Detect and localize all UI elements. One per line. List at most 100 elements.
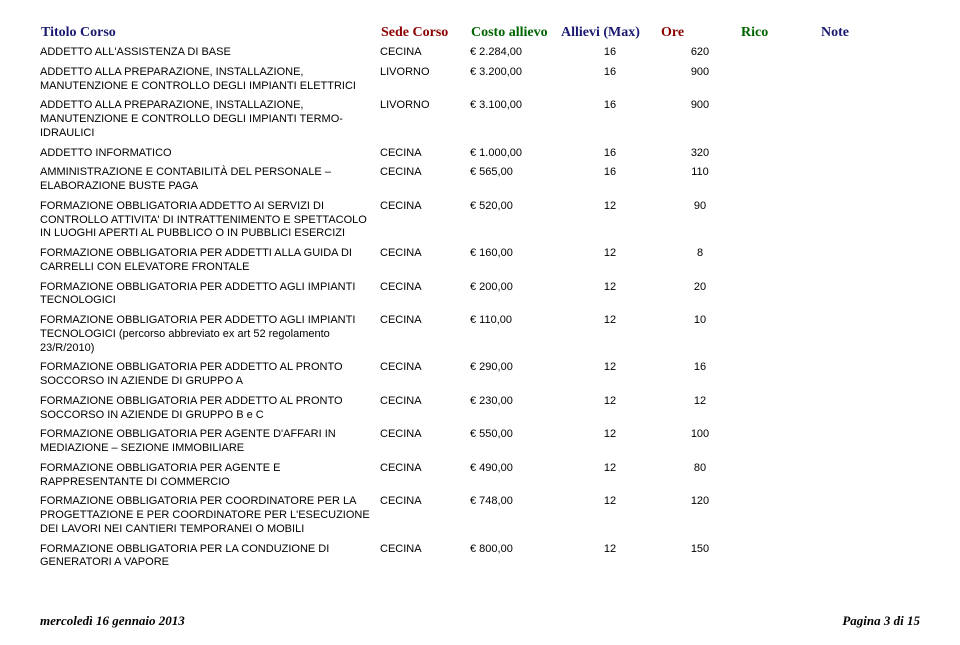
cell-rico <box>740 492 820 539</box>
cell-sede: CECINA <box>380 425 470 459</box>
cell-title: FORMAZIONE OBBLIGATORIA PER COORDINATORE… <box>40 492 380 539</box>
cell-ore: 900 <box>660 96 740 143</box>
cell-costo: € 2.284,00 <box>470 43 560 63</box>
cell-title: ADDETTO ALLA PREPARAZIONE, INSTALLAZIONE… <box>40 96 380 143</box>
cell-note <box>820 63 920 97</box>
table-row: FORMAZIONE OBBLIGATORIA ADDETTO AI SERVI… <box>40 197 920 244</box>
cell-sede: CECINA <box>380 43 470 63</box>
cell-rico <box>740 96 820 143</box>
cell-title: FORMAZIONE OBBLIGATORIA PER ADDETTO AGLI… <box>40 278 380 312</box>
cell-max: 12 <box>560 244 660 278</box>
cell-title: FORMAZIONE OBBLIGATORIA PER LA CONDUZION… <box>40 540 380 574</box>
cell-sede: CECINA <box>380 459 470 493</box>
cell-note <box>820 163 920 197</box>
page-footer: mercoledì 16 gennaio 2013 Pagina 3 di 15 <box>40 613 920 629</box>
cell-note <box>820 244 920 278</box>
table-row: FORMAZIONE OBBLIGATORIA PER AGENTE E RAP… <box>40 459 920 493</box>
cell-rico <box>740 358 820 392</box>
table-row: FORMAZIONE OBBLIGATORIA PER LA CONDUZION… <box>40 540 920 574</box>
header-row: Titolo Corso Sede Corso Costo allievo Al… <box>40 24 920 43</box>
cell-max: 12 <box>560 197 660 244</box>
cell-ore: 16 <box>660 358 740 392</box>
cell-ore: 90 <box>660 197 740 244</box>
cell-title: FORMAZIONE OBBLIGATORIA PER ADDETTO AL P… <box>40 392 380 426</box>
cell-sede: CECINA <box>380 244 470 278</box>
cell-sede: CECINA <box>380 197 470 244</box>
cell-costo: € 490,00 <box>470 459 560 493</box>
cell-note <box>820 197 920 244</box>
cell-costo: € 200,00 <box>470 278 560 312</box>
header-note: Note <box>820 24 920 43</box>
cell-title: ADDETTO INFORMATICO <box>40 144 380 164</box>
cell-sede: CECINA <box>380 358 470 392</box>
footer-page: Pagina 3 di 15 <box>842 613 920 629</box>
cell-sede: LIVORNO <box>380 96 470 143</box>
cell-rico <box>740 425 820 459</box>
cell-ore: 100 <box>660 425 740 459</box>
cell-max: 16 <box>560 144 660 164</box>
cell-rico <box>740 63 820 97</box>
cell-title: FORMAZIONE OBBLIGATORIA PER ADDETTI ALLA… <box>40 244 380 278</box>
cell-rico <box>740 392 820 426</box>
cell-ore: 620 <box>660 43 740 63</box>
cell-max: 16 <box>560 96 660 143</box>
cell-ore: 8 <box>660 244 740 278</box>
table-row: ADDETTO ALL'ASSISTENZA DI BASECECINA€ 2.… <box>40 43 920 63</box>
cell-sede: CECINA <box>380 278 470 312</box>
cell-title: FORMAZIONE OBBLIGATORIA ADDETTO AI SERVI… <box>40 197 380 244</box>
header-sede: Sede Corso <box>380 24 470 43</box>
cell-sede: LIVORNO <box>380 63 470 97</box>
header-max: Allievi (Max) <box>560 24 660 43</box>
cell-note <box>820 459 920 493</box>
header-costo: Costo allievo <box>470 24 560 43</box>
header-title: Titolo Corso <box>40 24 380 43</box>
cell-max: 12 <box>560 540 660 574</box>
table-row: FORMAZIONE OBBLIGATORIA PER AGENTE D'AFF… <box>40 425 920 459</box>
cell-max: 16 <box>560 63 660 97</box>
cell-costo: € 110,00 <box>470 311 560 358</box>
cell-max: 12 <box>560 492 660 539</box>
cell-note <box>820 392 920 426</box>
table-row: FORMAZIONE OBBLIGATORIA PER ADDETTO AGLI… <box>40 278 920 312</box>
cell-costo: € 565,00 <box>470 163 560 197</box>
cell-costo: € 1.000,00 <box>470 144 560 164</box>
cell-note <box>820 492 920 539</box>
cell-ore: 80 <box>660 459 740 493</box>
courses-table: Titolo Corso Sede Corso Costo allievo Al… <box>40 24 920 573</box>
cell-costo: € 520,00 <box>470 197 560 244</box>
cell-ore: 110 <box>660 163 740 197</box>
cell-max: 12 <box>560 311 660 358</box>
cell-note <box>820 144 920 164</box>
cell-max: 12 <box>560 358 660 392</box>
cell-costo: € 3.100,00 <box>470 96 560 143</box>
cell-rico <box>740 197 820 244</box>
cell-max: 16 <box>560 163 660 197</box>
table-row: FORMAZIONE OBBLIGATORIA PER ADDETTO AL P… <box>40 392 920 426</box>
cell-costo: € 290,00 <box>470 358 560 392</box>
table-row: FORMAZIONE OBBLIGATORIA PER ADDETTO AGLI… <box>40 311 920 358</box>
table-row: ADDETTO ALLA PREPARAZIONE, INSTALLAZIONE… <box>40 96 920 143</box>
cell-ore: 12 <box>660 392 740 426</box>
cell-sede: CECINA <box>380 492 470 539</box>
cell-note <box>820 43 920 63</box>
cell-title: FORMAZIONE OBBLIGATORIA PER ADDETTO AGLI… <box>40 311 380 358</box>
table-row: FORMAZIONE OBBLIGATORIA PER ADDETTI ALLA… <box>40 244 920 278</box>
cell-rico <box>740 43 820 63</box>
header-ore: Ore <box>660 24 740 43</box>
cell-title: FORMAZIONE OBBLIGATORIA PER AGENTE D'AFF… <box>40 425 380 459</box>
cell-ore: 10 <box>660 311 740 358</box>
cell-title: FORMAZIONE OBBLIGATORIA PER ADDETTO AL P… <box>40 358 380 392</box>
cell-max: 16 <box>560 43 660 63</box>
cell-ore: 320 <box>660 144 740 164</box>
table-row: ADDETTO ALLA PREPARAZIONE, INSTALLAZIONE… <box>40 63 920 97</box>
cell-sede: CECINA <box>380 311 470 358</box>
cell-rico <box>740 278 820 312</box>
cell-sede: CECINA <box>380 392 470 426</box>
cell-sede: CECINA <box>380 163 470 197</box>
cell-max: 12 <box>560 392 660 426</box>
cell-title: ADDETTO ALL'ASSISTENZA DI BASE <box>40 43 380 63</box>
cell-ore: 120 <box>660 492 740 539</box>
cell-title: AMMINISTRAZIONE E CONTABILITÀ DEL PERSON… <box>40 163 380 197</box>
cell-rico <box>740 163 820 197</box>
cell-rico <box>740 144 820 164</box>
